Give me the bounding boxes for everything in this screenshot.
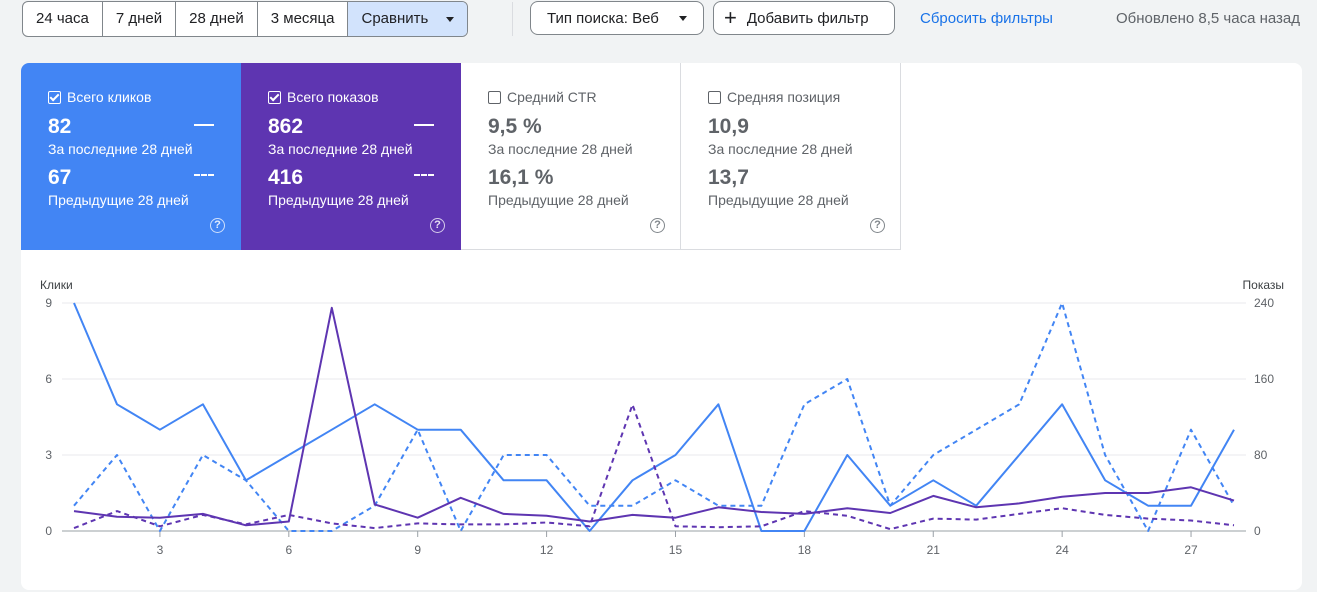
metric-prev-period: Предыдущие 28 дней	[268, 192, 409, 208]
solid-line-legend-icon	[414, 124, 434, 126]
add-filter-label: Добавить фильтр	[746, 9, 869, 27]
metric-prev-value: 67	[48, 166, 72, 189]
compare-label: Сравнить	[361, 10, 429, 27]
help-icon[interactable]: ?	[210, 218, 225, 233]
metric-value: 9,5 %	[488, 115, 542, 138]
checkbox-checked-icon[interactable]	[268, 90, 281, 104]
updated-status: Обновлено 8,5 часа назад	[1116, 10, 1301, 27]
range-24h-button[interactable]: 24 часа	[23, 2, 103, 36]
metric-prev-period: Предыдущие 28 дней	[48, 192, 189, 208]
metric-period: За последние 28 дней	[48, 141, 193, 157]
metric-tiles: Всего кликов 82 За последние 28 дней 67 …	[21, 63, 901, 250]
metric-prev-value: 13,7	[708, 166, 749, 189]
metric-period: За последние 28 дней	[268, 141, 413, 157]
metric-prev-value: 16,1 %	[488, 166, 554, 189]
metric-value: 82	[48, 115, 72, 138]
search-type-dropdown[interactable]: Тип поиска: Веб	[530, 1, 704, 35]
metric-tile-position[interactable]: Средняя позиция 10,9 За последние 28 дне…	[681, 63, 901, 250]
range-28d-button[interactable]: 28 дней	[176, 2, 258, 36]
metric-label: Средняя позиция	[727, 89, 841, 105]
range-7d-button[interactable]: 7 дней	[103, 2, 177, 36]
add-filter-button[interactable]: + Добавить фильтр	[713, 1, 895, 35]
search-type-label: Тип поиска: Веб	[547, 9, 659, 27]
checkbox-unchecked-icon[interactable]	[488, 90, 501, 104]
help-icon[interactable]: ?	[650, 218, 665, 233]
metric-label: Всего кликов	[67, 89, 152, 105]
checkbox-checked-icon[interactable]	[48, 90, 61, 104]
metric-tile-ctr[interactable]: Средний CTR 9,5 % За последние 28 дней 1…	[461, 63, 681, 250]
dashed-line-legend-icon	[414, 174, 434, 176]
checkbox-unchecked-icon[interactable]	[708, 90, 721, 104]
metric-tile-impressions[interactable]: Всего показов 862 За последние 28 дней 4…	[241, 63, 461, 250]
metric-prev-period: Предыдущие 28 дней	[488, 192, 629, 208]
plus-icon: +	[724, 5, 737, 30]
help-icon[interactable]: ?	[870, 218, 885, 233]
metric-period: За последние 28 дней	[488, 141, 633, 157]
solid-line-legend-icon	[194, 124, 214, 126]
date-range-selector: 24 часа 7 дней 28 дней 3 месяца Сравнить	[22, 1, 469, 37]
metric-value: 10,9	[708, 115, 749, 138]
toolbar: 24 часа 7 дней 28 дней 3 месяца Сравнить…	[0, 0, 1317, 40]
toolbar-divider	[512, 2, 513, 36]
compare-dropdown[interactable]: Сравнить	[348, 2, 468, 36]
help-icon[interactable]: ?	[430, 218, 445, 233]
metric-prev-period: Предыдущие 28 дней	[708, 192, 849, 208]
caret-down-icon	[446, 16, 455, 22]
metric-tile-clicks[interactable]: Всего кликов 82 За последние 28 дней 67 …	[21, 63, 241, 250]
metric-value: 862	[268, 115, 304, 138]
metric-period: За последние 28 дней	[708, 141, 853, 157]
range-3m-button[interactable]: 3 месяца	[258, 2, 349, 36]
metric-label: Всего показов	[287, 89, 379, 105]
metric-prev-value: 416	[268, 166, 304, 189]
metric-label: Средний CTR	[507, 89, 597, 105]
reset-filters-link[interactable]: Сбросить фильтры	[920, 10, 1053, 27]
caret-down-icon	[679, 15, 687, 21]
dashed-line-legend-icon	[194, 174, 214, 176]
performance-card: Всего кликов 82 За последние 28 дней 67 …	[21, 63, 1302, 590]
